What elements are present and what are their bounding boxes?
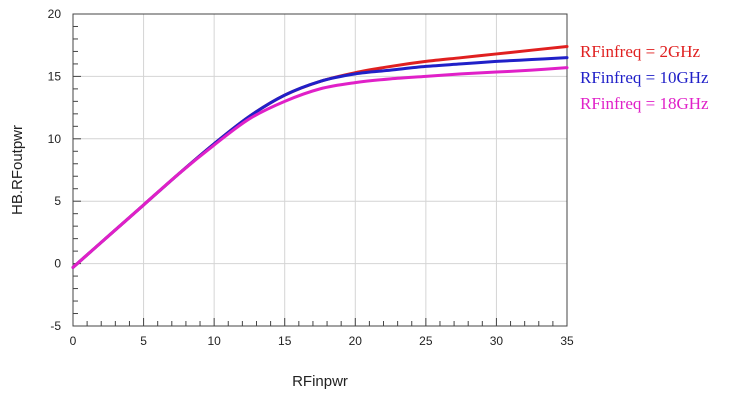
y-axis-title: HB.RFoutpwr: [9, 125, 26, 215]
x-tick-label: 10: [207, 334, 221, 348]
legend-entry-2: RFinfreq = 10GHz: [580, 68, 709, 87]
y-tick-label: 0: [54, 257, 61, 271]
x-axis-title: RFinpwr: [292, 373, 348, 390]
grid: [73, 14, 567, 326]
legend-entry-3: RFinfreq = 18GHz: [580, 94, 709, 113]
x-tick-label: 20: [349, 334, 363, 348]
series-line-3: [71, 66, 569, 269]
x-tick-label: 15: [278, 334, 292, 348]
y-tick-label: 20: [48, 7, 62, 21]
y-tick-label: 10: [48, 132, 62, 146]
y-axis-ticks: -5 0 5 10 15 20: [48, 7, 62, 333]
series-line-1: [71, 44, 569, 269]
y-tick-label: -5: [50, 319, 61, 333]
series-lines: [71, 44, 569, 269]
x-tick-label: 5: [140, 334, 147, 348]
x-tick-label: 30: [490, 334, 504, 348]
y-tick-label: 15: [48, 69, 62, 83]
x-tick-label: 25: [419, 334, 433, 348]
plot-frame: [72, 13, 568, 327]
legend: RFinfreq = 2GHz RFinfreq = 10GHz RFinfreq …: [580, 42, 709, 113]
legend-entry-1: RFinfreq = 2GHz: [580, 42, 701, 61]
minor-ticks: [72, 13, 568, 327]
x-tick-label: 0: [70, 334, 77, 348]
x-axis-ticks: 0 5 10 15 20 25 30 35: [70, 334, 574, 348]
y-tick-label: 5: [54, 194, 61, 208]
x-tick-label: 35: [560, 334, 574, 348]
